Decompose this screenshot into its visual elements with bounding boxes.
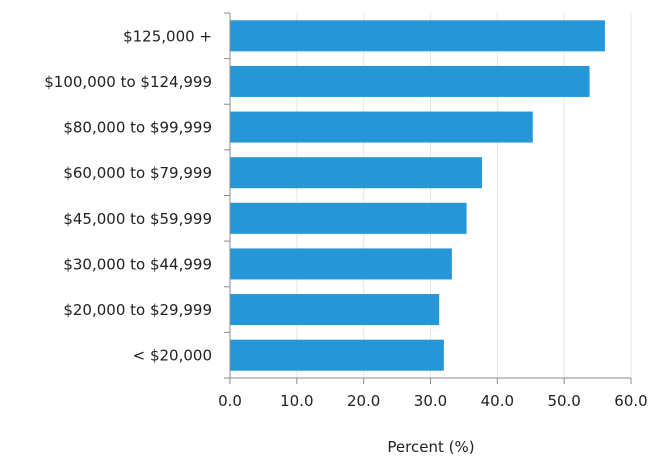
category-label: $100,000 to $124,999 xyxy=(44,73,212,91)
x-tick-label: 10.0 xyxy=(280,392,313,410)
category-label: < $20,000 xyxy=(133,347,212,365)
bar xyxy=(230,111,533,143)
bar xyxy=(230,65,590,97)
bar xyxy=(230,294,440,326)
x-tick-label: 0.0 xyxy=(218,392,242,410)
category-label: $20,000 to $29,999 xyxy=(63,301,212,319)
category-label: $45,000 to $59,999 xyxy=(63,210,212,228)
category-labels: $125,000 + $100,000 to $124,999 $80,000 to… xyxy=(44,27,212,364)
category-label: $60,000 to $79,999 xyxy=(63,164,212,182)
x-tick-label: 20.0 xyxy=(347,392,380,410)
x-tick-label: 30.0 xyxy=(414,392,447,410)
x-tick-label: 40.0 xyxy=(481,392,514,410)
bars xyxy=(230,20,605,371)
bar xyxy=(230,157,482,189)
bar xyxy=(230,248,452,280)
x-tick-label: 50.0 xyxy=(547,392,580,410)
bar xyxy=(230,20,605,52)
category-label: $80,000 to $99,999 xyxy=(63,119,212,137)
axes xyxy=(224,12,632,384)
category-label: $125,000 + xyxy=(123,27,212,45)
x-tick-labels: 0.0 10.0 20.0 30.0 40.0 50.0 60.0 xyxy=(218,392,648,410)
x-tick-label: 60.0 xyxy=(614,392,647,410)
bar xyxy=(230,202,467,234)
x-axis-title: Percent (%) xyxy=(387,438,474,456)
category-label: $30,000 to $44,999 xyxy=(63,255,212,273)
bar xyxy=(230,339,444,371)
